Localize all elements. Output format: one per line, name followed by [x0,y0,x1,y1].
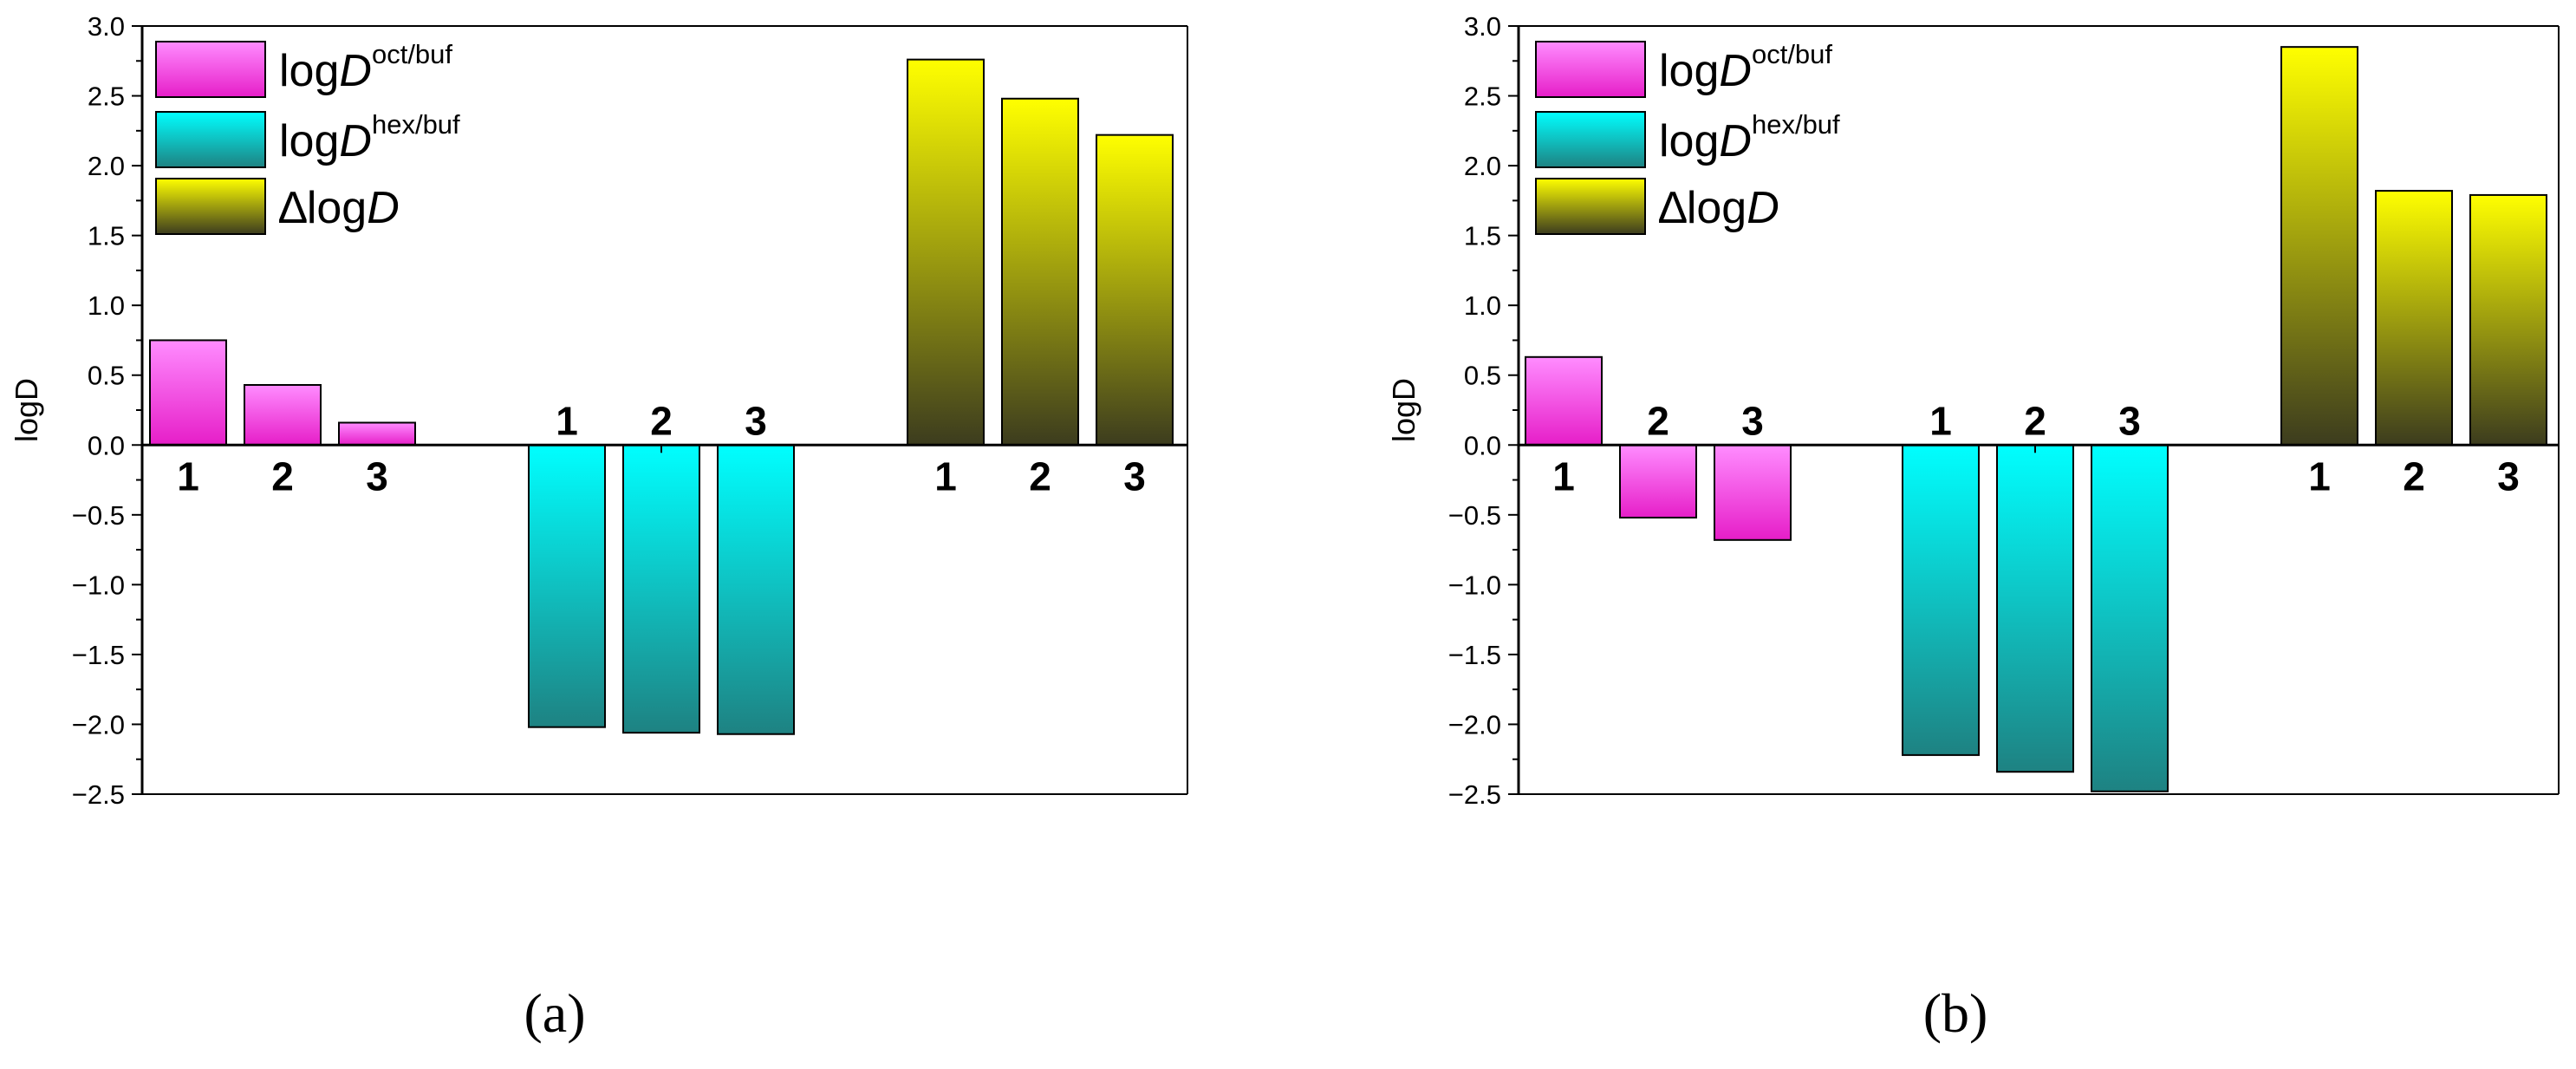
panel-b-legend-label-3: ∆logD [1659,183,1779,233]
panel-a-bar-s2-c3 [717,444,795,735]
panel-b-y-tick-label: −2.5 [1448,779,1501,810]
panel-a-y-tick-label: 0.5 [88,361,125,391]
panel-b-y-tick-label: 0.5 [1464,361,1501,391]
panel-b-y-tick-label: 1.0 [1464,290,1501,321]
panel-b-y-tick-label: 3.0 [1464,11,1501,42]
panel-b-bar-s1-c1 [1525,355,1603,447]
panel-b-bar-s3-c3 [2469,193,2547,447]
panel-b-bar-label: 1 [1929,398,1952,443]
panel-a-legend-swatch-1 [155,41,266,98]
panel-b-y-tick-label: −2.0 [1448,709,1501,740]
panel-a-bar-label: 1 [934,453,957,499]
panel-b-legend-swatch-1 [1535,41,1646,98]
panel-b-bar-label: 1 [1552,453,1575,499]
panel-b-legend-swatch-2 [1535,111,1646,168]
panel-a-legend-label-1: logDoct/buf [279,39,452,96]
panel-a-y-tick-label: −1.0 [72,570,125,600]
panel-a-y-tick-label: −1.5 [72,640,125,670]
panel-a-bar-s3-c1 [907,58,985,447]
panel-b-bar-s1-c2 [1619,444,1697,519]
panel-b-y-tick-label: −1.0 [1448,570,1501,600]
panel-a-y-tick-label: −2.5 [72,779,125,810]
panel-b-y-tick-label: −1.5 [1448,640,1501,670]
panel-a-y-tick-label: 0.0 [88,430,125,460]
panel-a-bar-s1-c1 [149,339,227,447]
panel-b-y-tick-label: 1.5 [1464,221,1501,251]
panel-b-bar-label: 2 [2024,398,2046,443]
panel-a-bar-label: 2 [271,453,294,499]
panel-b-bar-label: 3 [1741,398,1764,443]
panel-b-label: (b) [1923,982,1988,1044]
panel-b-legend-swatch-3 [1535,178,1646,235]
panel-a-y-tick-label: 1.5 [88,221,125,251]
panel-a-y-tick-label: 1.0 [88,290,125,321]
panel-a-bar-s3-c2 [1001,97,1079,447]
panel-a-y-tick-label: −2.0 [72,709,125,740]
panel-b-bar-s2-c2 [1996,444,2074,773]
panel-a-bar-label: 3 [366,453,388,499]
panel-a-bar-s2-c1 [528,444,606,728]
panel-a-y-tick-label: 3.0 [88,11,125,42]
panel-b-y-tick-label: 2.5 [1464,81,1501,112]
panel-b-bar-label: 2 [2403,453,2425,499]
panel-a-bar-label: 2 [650,398,673,443]
panel-a-bar-s2-c2 [622,444,700,734]
panel-b-bar-s3-c1 [2280,46,2358,447]
panel-a-y-axis-title: logD [9,378,44,442]
panel-a-bar-label: 2 [1029,453,1051,499]
panel-a-legend-swatch-3 [155,178,266,235]
panel-b-bar-s3-c2 [2375,190,2453,447]
panel-a-y-tick-label: −0.5 [72,500,125,531]
panel-a-bar-s3-c3 [1096,134,1174,447]
panel-b-bar-label: 1 [2308,453,2331,499]
panel-b-y-tick-label: 2.0 [1464,151,1501,181]
panel-b-y-tick-label: −0.5 [1448,500,1501,531]
panel-a-bar-s1-c3 [338,421,416,447]
panel-a-bar-label: 3 [1123,453,1146,499]
panel-b-bar-s2-c3 [2091,444,2169,792]
panel-b-bar-label: 2 [1647,398,1669,443]
panel-b-y-axis-title: logD [1386,378,1421,442]
panel-a-y-tick-label: 2.0 [88,151,125,181]
panel-a-legend-label-2: logDhex/buf [279,109,460,166]
panel-a-bar-label: 1 [556,398,578,443]
panel-a-bar-label: 1 [177,453,199,499]
panel-b-legend-label-2: logDhex/buf [1659,109,1840,166]
panel-a-bar-label: 3 [745,398,767,443]
panel-a-bar-s1-c2 [244,384,322,447]
panel-a-y-tick-label: 2.5 [88,81,125,112]
panel-a-legend-label-3: ∆logD [279,183,400,233]
panel-b-bar-label: 3 [2497,453,2520,499]
panel-b-bar-s2-c1 [1902,444,1980,756]
panel-a-legend-swatch-2 [155,111,266,168]
panel-b-bar-label: 3 [2118,398,2141,443]
panel-b-bar-s1-c3 [1714,444,1792,541]
panel-a-label: (a) [524,982,585,1044]
panel-b-legend-label-1: logDoct/buf [1659,39,1832,96]
panel-b-y-tick-label: 0.0 [1464,430,1501,460]
